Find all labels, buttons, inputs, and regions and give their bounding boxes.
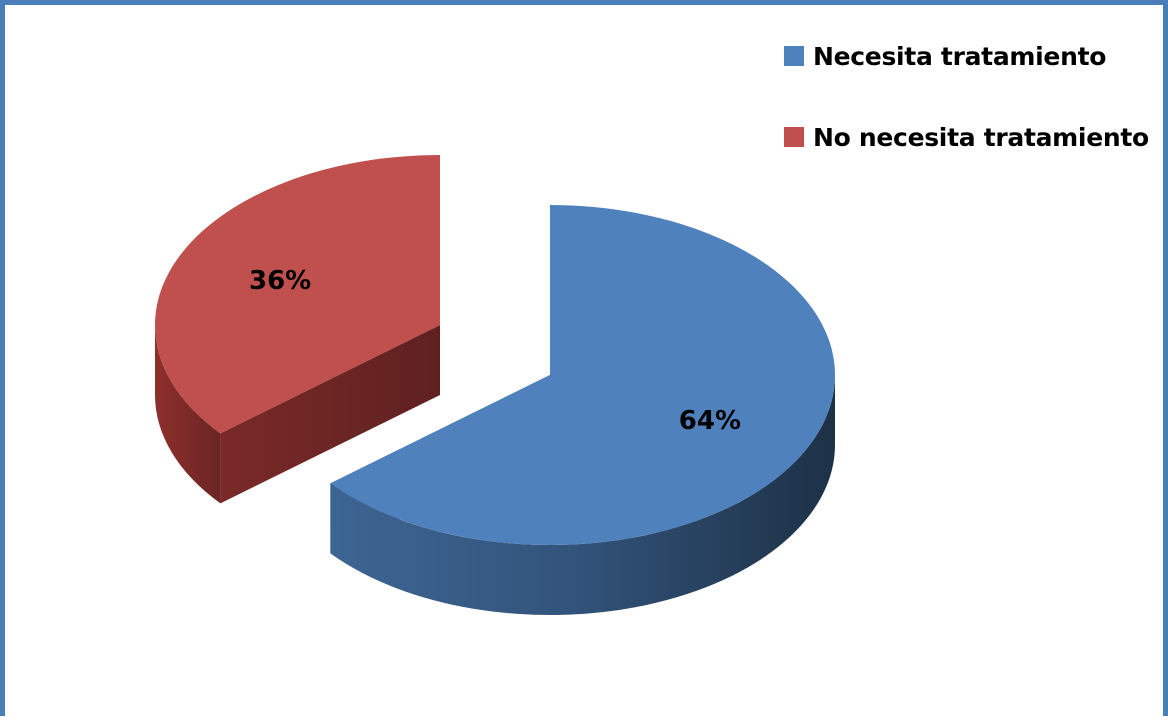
legend-item-no-necesita: No necesita tratamiento	[784, 114, 1149, 160]
slice-value-label: 36%	[249, 266, 311, 296]
legend-label: Necesita tratamiento	[813, 41, 1107, 71]
pie-front-layer	[155, 325, 835, 615]
slice-top-no-necesita	[154, 155, 441, 434]
legend-item-necesita: Necesita tratamiento	[784, 33, 1149, 79]
legend-label: No necesita tratamiento	[813, 122, 1149, 152]
slice-side-necesita-0	[330, 375, 835, 615]
pie-labels-layer: 64% 36%	[249, 266, 741, 436]
slice-value-label: 64%	[679, 406, 741, 436]
pie-top-layer	[154, 155, 835, 546]
pie-chart: 64% 36%	[154, 155, 835, 615]
slice-top-necesita	[330, 205, 835, 546]
slice-side-no-necesita-0	[155, 325, 221, 504]
legend-swatch-red	[784, 127, 804, 147]
slice-wall-no-necesita-0	[220, 325, 440, 504]
legend-swatch-blue	[784, 46, 804, 66]
legend: Necesita tratamiento No necesita tratami…	[784, 33, 1149, 195]
